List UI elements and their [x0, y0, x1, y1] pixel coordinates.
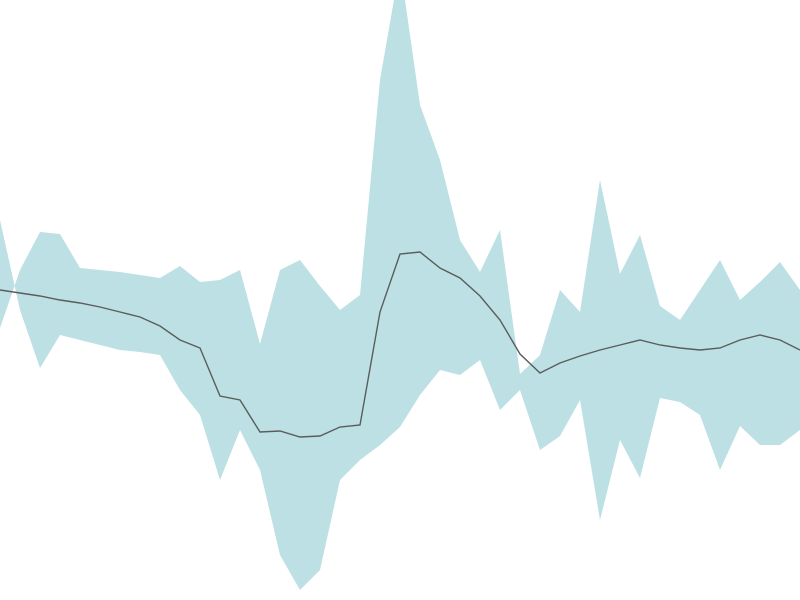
confidence-band-chart [0, 0, 800, 600]
confidence-band [0, 0, 800, 590]
